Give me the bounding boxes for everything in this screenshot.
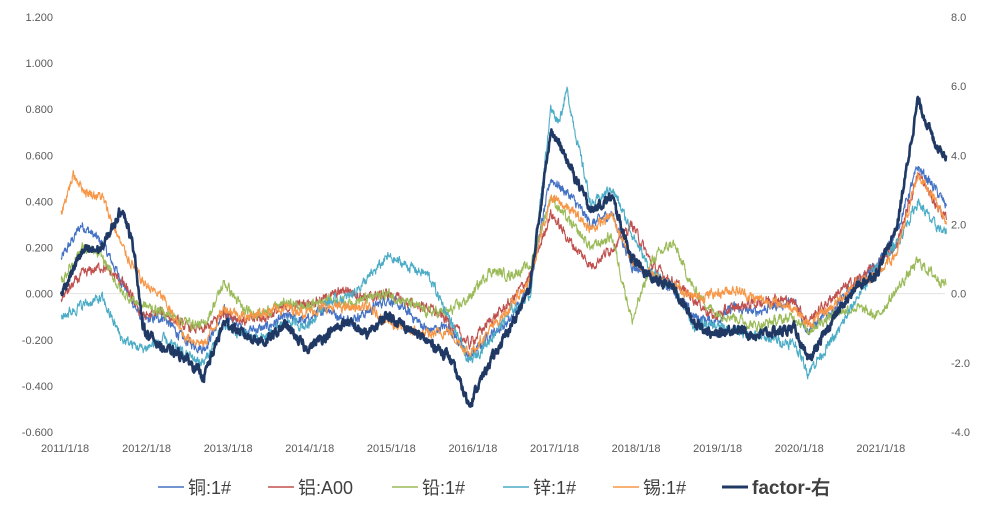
y-right-tick-label: -2.0: [951, 358, 970, 370]
x-tick-label: 2020/1/18: [775, 443, 824, 455]
x-tick-label: 2016/1/18: [448, 443, 497, 455]
legend-label: 铅:1#: [422, 478, 465, 498]
x-tick-label: 2018/1/18: [612, 443, 661, 455]
x-tick-label: 2017/1/18: [530, 443, 579, 455]
y-right-tick-label: 8.0: [951, 12, 966, 24]
series-line-3: [60, 86, 947, 380]
y-left-tick-label: 1.200: [25, 12, 53, 24]
y-left-tick-label: 1.000: [25, 58, 53, 70]
x-tick-label: 2013/1/18: [204, 443, 253, 455]
series-line-1: [60, 172, 947, 350]
series-line-2: [60, 195, 947, 336]
x-tick-label: 2012/1/18: [122, 443, 171, 455]
y-left-tick-label: -0.400: [22, 381, 53, 393]
y-left-tick-label: 0.400: [25, 196, 53, 208]
y-right-tick-label: -4.0: [951, 427, 970, 439]
series-line-5: [59, 95, 948, 408]
x-tick-label: 2019/1/18: [693, 443, 742, 455]
legend-label: 铝:A00: [298, 478, 353, 498]
legend-label: factor-右: [752, 476, 830, 499]
y-right-tick-label: 4.0: [951, 150, 966, 162]
x-tick-label: 2015/1/18: [367, 443, 416, 455]
y-left-tick-label: -0.600: [22, 427, 53, 439]
y-left-tick-label: 0.800: [25, 104, 53, 116]
legend-label: 锡:1#: [643, 478, 686, 498]
series-line-4: [60, 170, 947, 358]
x-tick-label: 2011/1/18: [41, 443, 89, 455]
x-tick-label: 2021/1/18: [856, 443, 905, 455]
x-tick-label: 2014/1/18: [285, 443, 334, 455]
y-right-tick-label: 6.0: [951, 81, 966, 93]
y-right-tick-label: 2.0: [951, 220, 966, 232]
y-left-tick-label: 0.200: [25, 243, 53, 255]
legend-label: 铜:1#: [188, 478, 231, 498]
legend-label: 锌:1#: [533, 478, 576, 498]
y-left-tick-label: 0.000: [25, 289, 53, 301]
y-right-tick-label: 0.0: [951, 289, 966, 301]
y-left-tick-label: 0.600: [25, 150, 53, 162]
y-left-tick-label: -0.200: [22, 335, 53, 347]
